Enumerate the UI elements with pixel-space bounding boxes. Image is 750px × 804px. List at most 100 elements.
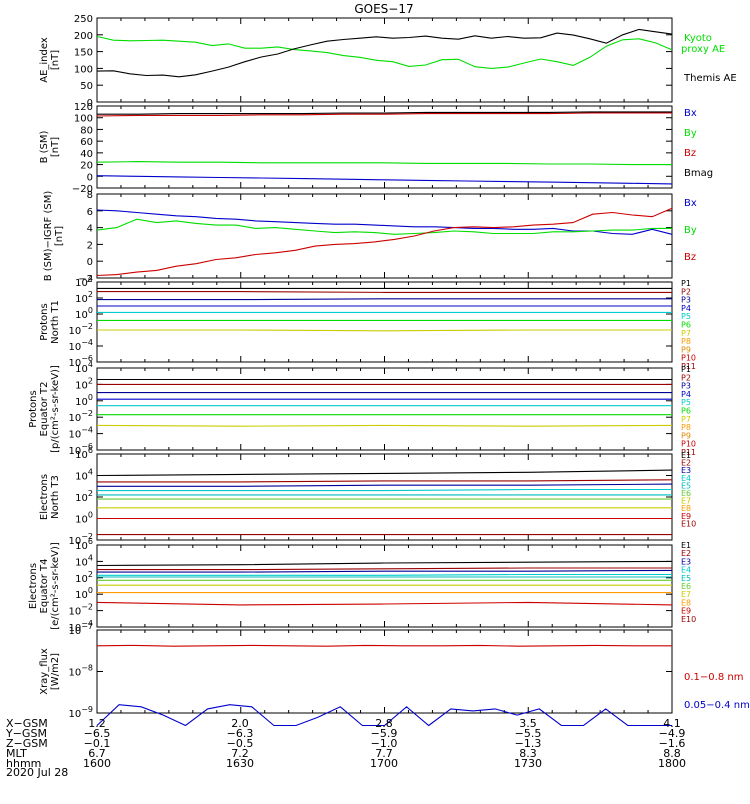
series-line-0-05-0-4-nm [96, 704, 672, 727]
panel-frame [96, 105, 673, 189]
legend-label: 0.1−0.8 nm [684, 672, 743, 683]
y-axis-label: [W/m2] [50, 653, 61, 690]
date-label: 2020 Jul 28 [6, 766, 68, 779]
y-tick-label: 10−2 [68, 409, 93, 424]
y-tick-label: 4 [87, 224, 93, 235]
x-row-value: 2.8 [375, 717, 393, 730]
y-tick-label: 0 [87, 172, 93, 183]
y-tick-label: 100 [74, 64, 93, 75]
y-tick-label: 10−8 [68, 664, 93, 679]
plot-title: GOES−17 [354, 2, 413, 16]
legend-label-e8: E8 [681, 504, 691, 513]
legend-label-p9: P9 [681, 431, 691, 440]
y-tick-label: 104 [75, 468, 93, 483]
legend-label-e5: E5 [681, 574, 691, 583]
series-line-by [96, 161, 672, 166]
panel-frame [96, 453, 673, 541]
y-axis-label: AE_index [39, 37, 50, 83]
y-axis-label: Equator T4 [39, 559, 50, 614]
series-line-e3 [97, 569, 673, 573]
y-tick-label: 100 [75, 511, 93, 526]
x-row-value: −6.5 [84, 727, 111, 740]
legend-label-e3: E3 [681, 557, 691, 566]
x-row-value: −6.3 [227, 727, 254, 740]
y-tick-label: −2 [78, 274, 93, 285]
series-line-p7 [97, 329, 672, 332]
series-line-p2 [97, 291, 672, 293]
y-tick-label: 102 [75, 489, 93, 504]
series-line-bx [96, 209, 673, 235]
legend-label-e4: E4 [681, 566, 691, 575]
x-row-label: MLT [6, 747, 27, 760]
y-tick-label: 20 [80, 161, 93, 172]
y-tick-label: 8 [87, 190, 93, 201]
legend-label-p2: P2 [681, 373, 691, 382]
x-row-value: 1800 [658, 757, 686, 770]
legend-label-e9: E9 [681, 607, 691, 616]
legend-label-e9: E9 [681, 512, 691, 521]
legend-label-e8: E8 [681, 598, 691, 607]
y-tick-label: 10−2 [68, 322, 93, 337]
legend-label-p3: P3 [681, 382, 691, 391]
series-line-bz [96, 207, 673, 277]
legend-label-e3: E3 [681, 466, 691, 475]
x-row-value: 1600 [83, 757, 111, 770]
legend-label-bx: Bx [684, 198, 697, 209]
x-row-label: hhmm [6, 757, 41, 770]
y-tick-label: 2 [87, 240, 93, 251]
legend-label-by: By [684, 225, 697, 236]
panel-frame [96, 544, 673, 628]
series-line-p7 [96, 424, 673, 427]
series-line-e3 [97, 483, 673, 487]
x-row-label: X−GSM [6, 717, 48, 730]
y-tick-label: 60 [80, 137, 93, 148]
y-tick-label: 10−2 [68, 603, 93, 618]
legend-label-e4: E4 [681, 474, 691, 483]
legend-label-p5: P5 [681, 398, 691, 407]
x-axis-table: X−GSM 1.2 2.0 2.8 3.5 4.1 Y−GSM −6.5 −6.3 −5.9 −5.… [5, 717, 686, 770]
y-axis-label: [nT] [50, 50, 61, 70]
x-row-value: −1.0 [371, 737, 398, 750]
y-axis-label: [e/(cm²-s-sr-keV)] [50, 542, 61, 630]
y-tick-label: 80 [80, 125, 93, 136]
x-row-value: −4.9 [659, 727, 686, 740]
legend-label-p6: P6 [681, 407, 691, 416]
series-line-e9 [96, 601, 673, 606]
y-tick-label: 10−4 [68, 426, 93, 441]
x-row-value: −5.9 [371, 727, 398, 740]
series-line-themis-ae [96, 28, 673, 78]
x-row-value: −0.1 [84, 737, 111, 750]
x-row-value: 6.7 [88, 747, 106, 760]
y-tick-label: 100 [75, 393, 93, 408]
series-line-p3 [97, 298, 672, 301]
legend-label-p5: P5 [681, 312, 691, 321]
x-row-value: 1700 [370, 757, 398, 770]
legend-label-e10: E10 [681, 615, 696, 624]
x-row-value: 7.7 [375, 747, 393, 760]
legend-label-p1: P1 [681, 279, 691, 288]
legend-label-e1: E1 [681, 541, 691, 550]
legend-label-p3: P3 [681, 296, 691, 305]
x-row-value: −5.5 [515, 727, 542, 740]
legend-label-p4: P4 [681, 390, 691, 399]
legend-label-e7: E7 [681, 497, 691, 506]
y-axis-label: [p/(cm²-s-sr-keV)] [50, 365, 61, 453]
legend-label-p9: P9 [681, 345, 691, 354]
series-line-e2 [97, 479, 673, 483]
legend-label: 0.05−0.4 nm [684, 700, 750, 711]
x-row-value: 4.1 [663, 717, 681, 730]
series-line-bx [96, 175, 673, 185]
y-tick-label: 0 [87, 98, 93, 109]
y-axis-label: [nT] [50, 137, 61, 157]
legend-label-bmag: Bmag [684, 168, 713, 179]
legend-label-e6: E6 [681, 489, 691, 498]
legend-label-p10: P10 [681, 354, 696, 363]
